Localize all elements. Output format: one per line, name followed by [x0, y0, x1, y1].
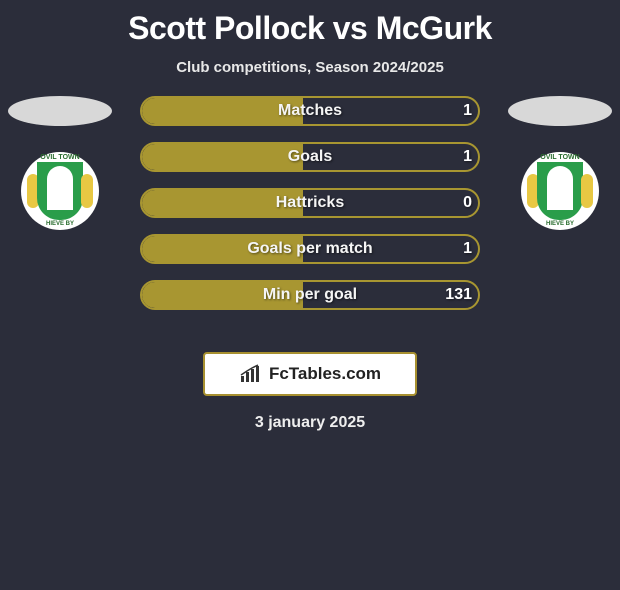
right-headshot-placeholder	[508, 96, 612, 126]
stat-value-right: 0	[463, 188, 472, 218]
crest-text: HIEVE BY	[521, 221, 599, 227]
stat-label: Hattricks	[140, 188, 480, 218]
brand-chart-icon	[239, 364, 265, 384]
stat-label: Goals per match	[140, 234, 480, 264]
right-player-badge: OVIL TOWN HIEVE BY	[500, 96, 620, 230]
stat-value-right: 1	[463, 96, 472, 126]
crest-text: OVIL TOWN	[521, 154, 599, 161]
stat-value-right: 131	[445, 280, 472, 310]
left-club-crest: OVIL TOWN HIEVE BY	[21, 152, 99, 230]
brand-box: FcTables.com	[203, 352, 417, 396]
stat-row: Matches1	[140, 96, 480, 126]
crest-text: HIEVE BY	[21, 221, 99, 227]
crest-text: OVIL TOWN	[21, 154, 99, 161]
stat-row: Min per goal131	[140, 280, 480, 310]
page-title: Scott Pollock vs McGurk	[0, 10, 620, 47]
stat-bars: Matches1Goals1Hattricks0Goals per match1…	[140, 96, 480, 326]
comparison-chart: OVIL TOWN HIEVE BY OVIL TOWN HIEVE BY Ma…	[0, 96, 620, 336]
stat-label: Goals	[140, 142, 480, 172]
brand-text: FcTables.com	[269, 364, 381, 384]
left-headshot-placeholder	[8, 96, 112, 126]
stat-row: Goals per match1	[140, 234, 480, 264]
subtitle: Club competitions, Season 2024/2025	[0, 59, 620, 76]
left-player-badge: OVIL TOWN HIEVE BY	[0, 96, 120, 230]
stat-value-right: 1	[463, 234, 472, 264]
stat-value-right: 1	[463, 142, 472, 172]
stat-row: Goals1	[140, 142, 480, 172]
stat-label: Min per goal	[140, 280, 480, 310]
date-text: 3 january 2025	[0, 414, 620, 432]
stat-label: Matches	[140, 96, 480, 126]
stat-row: Hattricks0	[140, 188, 480, 218]
right-club-crest: OVIL TOWN HIEVE BY	[521, 152, 599, 230]
